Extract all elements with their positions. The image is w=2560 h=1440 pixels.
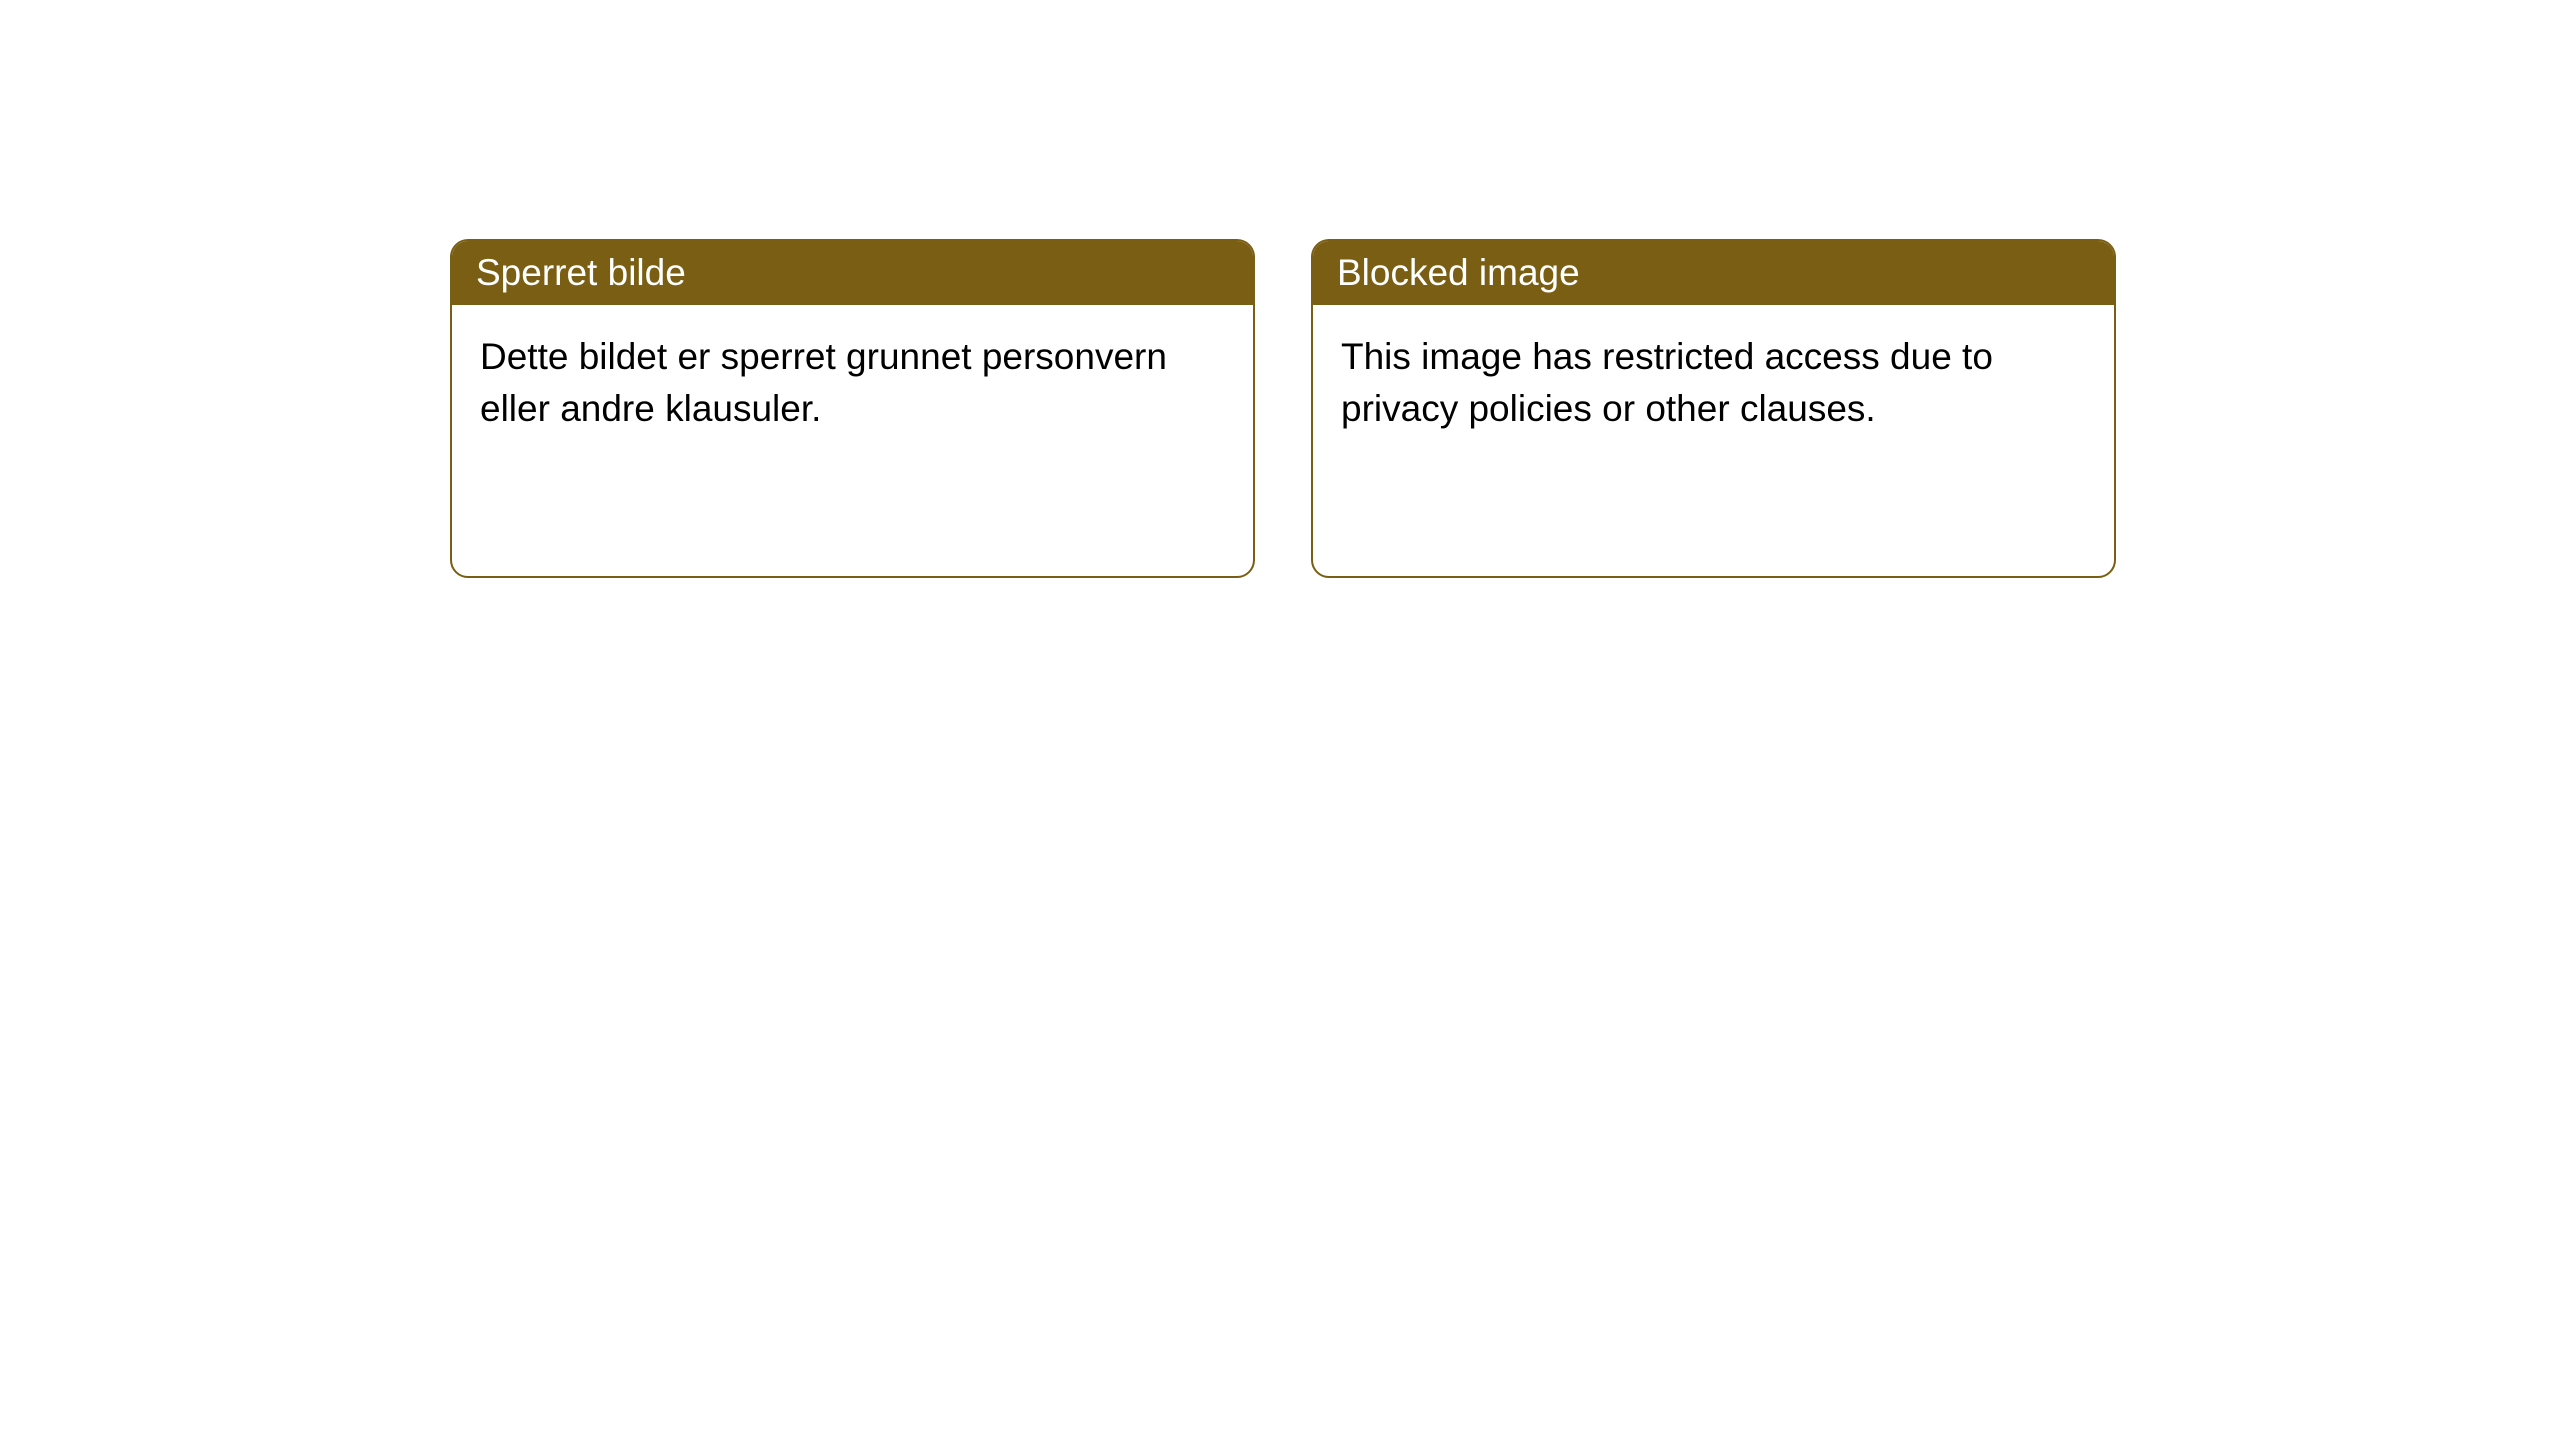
card-header-no: Sperret bilde	[452, 241, 1253, 305]
card-header-en: Blocked image	[1313, 241, 2114, 305]
cards-container: Sperret bilde Dette bildet er sperret gr…	[450, 239, 2116, 578]
card-english: Blocked image This image has restricted …	[1311, 239, 2116, 578]
card-body-no: Dette bildet er sperret grunnet personve…	[452, 305, 1253, 576]
card-norwegian: Sperret bilde Dette bildet er sperret gr…	[450, 239, 1255, 578]
card-body-en: This image has restricted access due to …	[1313, 305, 2114, 576]
